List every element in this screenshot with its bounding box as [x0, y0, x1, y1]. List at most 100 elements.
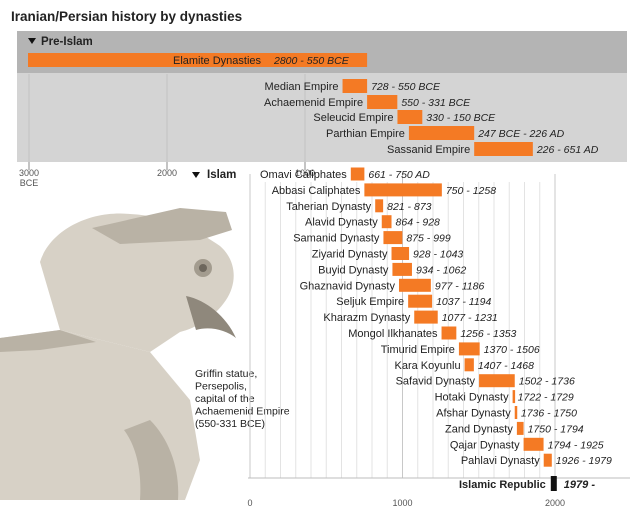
bar	[367, 95, 398, 109]
axis-tick-label-pre: 1000	[295, 168, 315, 178]
bar-date-label: 1370 - 1506	[484, 344, 540, 356]
bar-name-label: Parthian Empire	[326, 128, 405, 140]
bar-date-label: 821 - 873	[387, 201, 432, 213]
bar	[375, 199, 384, 213]
bar-name-label: Hotaki Dynasty	[435, 392, 509, 404]
bar	[398, 278, 431, 292]
bar	[458, 342, 480, 356]
bar-name-label: Mongol Ilkhanates	[348, 328, 438, 340]
axis-tick-label-islam: 1000	[392, 498, 412, 508]
bar	[479, 374, 515, 388]
bar	[523, 437, 544, 451]
bar-date-label: 550 - 331 BCE	[401, 97, 471, 109]
griffin-pupil	[199, 264, 207, 272]
bar-date-label: 1077 - 1231	[442, 312, 498, 324]
axis-tick-label-islam: 2000	[545, 498, 565, 508]
bar	[543, 453, 552, 467]
caption-line: capital of the	[195, 393, 255, 405]
statue-shading	[0, 330, 96, 352]
bar-date-label: 1979 -	[564, 479, 596, 491]
bar-date-label: 1794 - 1925	[548, 439, 604, 451]
caption-line: Persepolis,	[195, 381, 247, 393]
bar-name-label: Timurid Empire	[381, 344, 455, 356]
bar	[408, 294, 433, 308]
bar-name-label: Alavid Dynasty	[305, 217, 378, 229]
griffin-crest	[92, 208, 232, 244]
bar-date-label: 1722 - 1729	[518, 392, 574, 404]
bar-name-label: Achaemenid Empire	[264, 97, 363, 109]
bar	[516, 421, 524, 435]
bar-date-label: 1502 - 1736	[519, 376, 575, 388]
bar-date-label: 864 - 928	[396, 217, 441, 229]
bar-date-label: 928 - 1043	[413, 249, 463, 261]
bar-name-label: Safavid Dynasty	[396, 376, 476, 388]
bar-date-label: 2800 - 550 BCE	[273, 55, 350, 67]
bar	[512, 390, 516, 404]
caption-line: Achaemenid Empire	[195, 406, 290, 418]
griffin-statue-image	[0, 208, 236, 500]
bar-name-label: Seljuk Empire	[336, 296, 404, 308]
bar-date-label: 247 BCE - 226 AD	[477, 128, 564, 140]
section-label-islam: Islam	[207, 169, 236, 181]
bar	[383, 231, 403, 245]
bar-date-label: 1736 - 1750	[521, 408, 577, 420]
griffin-beak	[186, 296, 236, 338]
bar	[474, 142, 533, 156]
caption-line: Griffin statue,	[195, 368, 257, 380]
bar	[350, 167, 365, 181]
bar-name-label: Pahlavi Dynasty	[461, 455, 540, 467]
axis-tick-label-islam: 0	[247, 498, 252, 508]
bar-date-label: 1407 - 1468	[478, 360, 534, 372]
bar-name-label: Median Empire	[265, 81, 339, 93]
griffin-head	[40, 213, 234, 352]
bar-date-label: 728 - 550 BCE	[371, 81, 441, 93]
bar-name-label: Buyid Dynasty	[318, 264, 389, 276]
bar-modern	[550, 476, 557, 491]
bar-name-label: Afshar Dynasty	[436, 408, 511, 420]
axis-tick-label-pre: 2000	[157, 168, 177, 178]
bar-date-label: 934 - 1062	[416, 264, 466, 276]
bar-name-label: Taherian Dynasty	[286, 201, 371, 213]
bar-name-label: Zand Dynasty	[445, 423, 513, 435]
bar	[464, 358, 474, 372]
collapse-triangle-icon	[192, 172, 200, 178]
bar-name-label: Ghaznavid Dynasty	[300, 280, 396, 292]
bar-date-label: 1256 - 1353	[460, 328, 516, 340]
collapse-triangle-icon	[28, 38, 36, 44]
statue-leg	[124, 420, 179, 500]
bar-name-label: Islamic Republic	[459, 479, 546, 491]
bar	[408, 126, 475, 140]
bar-name-label: Ziyarid Dynasty	[312, 249, 388, 261]
bar-date-label: 1037 - 1194	[436, 296, 491, 308]
bar-name-label: Elamite Dynasties	[173, 55, 262, 67]
bar-date-label: 330 - 150 BCE	[426, 112, 496, 124]
bar	[414, 310, 438, 324]
bar-name-label: Kharazm Dynasty	[323, 312, 410, 324]
bar-name-label: Sassanid Empire	[387, 144, 470, 156]
bar-date-label: 750 - 1258	[446, 185, 496, 197]
bar-name-label: Omavi Caliphates	[260, 169, 347, 181]
bar	[397, 110, 423, 124]
bar-date-label: 1926 - 1979	[556, 455, 612, 467]
bar-name-label: Kara Koyunlu	[395, 360, 461, 372]
bar-date-label: 226 - 651 AD	[536, 144, 599, 156]
bar	[514, 406, 518, 419]
axis-tick-label-pre: 3000	[19, 168, 39, 178]
bar	[28, 53, 368, 67]
bar-name-label: Seleucid Empire	[313, 112, 393, 124]
caption-line: (550-331 BCE)	[195, 418, 265, 430]
page-title: Iranian/Persian history by dynasties	[11, 9, 243, 24]
axis-tick-sublabel-pre: BCE	[20, 178, 39, 188]
section-label-pre-islam: Pre-Islam	[41, 36, 93, 48]
bar	[392, 262, 412, 276]
bar-date-label: 977 - 1186	[435, 280, 485, 292]
bar-date-label: 875 - 999	[406, 233, 451, 245]
bar-name-label: Qajar Dynasty	[450, 439, 520, 451]
bar	[441, 326, 457, 340]
bar	[381, 215, 392, 229]
bar-name-label: Abbasi Caliphates	[272, 185, 361, 197]
bar-name-label: Samanid Dynasty	[293, 233, 380, 245]
bar-date-label: 1750 - 1794	[528, 423, 584, 435]
bar	[342, 79, 368, 93]
bar-date-label: 661 - 750 AD	[368, 169, 430, 181]
